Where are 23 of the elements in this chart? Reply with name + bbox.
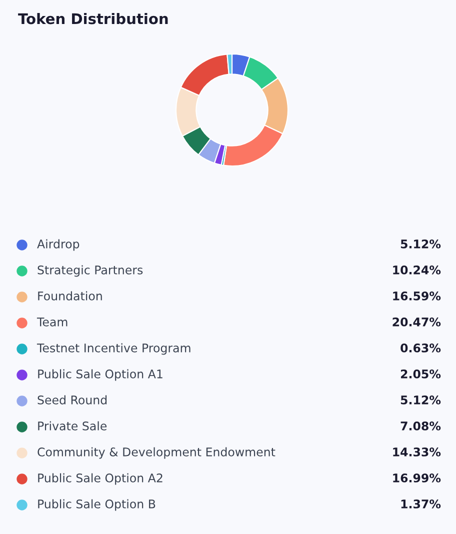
data-label: 7.08% [400, 421, 441, 430]
legend-label: Public Sale Option A1 [38, 369, 162, 381]
legend-label: Testnet Incentive Program [36, 343, 190, 355]
legend-label: Seed Round [38, 395, 107, 404]
data-label: 10.24% [393, 265, 441, 274]
data-label: 14.33% [393, 447, 441, 456]
legend-label: Airdrop [37, 239, 80, 251]
data-label: 0.63% [400, 343, 441, 352]
legend-label: Public Sale Option A2 [38, 473, 162, 485]
legend-label: Strategic Partners [38, 265, 143, 277]
data-label: 20.47% [392, 317, 441, 326]
data-label: 16.99% [393, 473, 441, 482]
chart-title: Token Distribution [18, 12, 168, 24]
data-label: 1.37% [401, 499, 441, 508]
data-label: 5.12% [400, 239, 441, 248]
legend-label: Private Sale [38, 421, 107, 430]
legend-label: Public Sale Option B [38, 499, 156, 511]
legend-label: Team [36, 318, 68, 326]
legend-label: Community & Development Endowment [38, 447, 276, 459]
legend-label: Foundation [38, 291, 102, 300]
data-label: 16.59% [393, 291, 441, 300]
data-label: 2.05% [400, 369, 441, 378]
data-label: 5.12% [400, 395, 441, 404]
